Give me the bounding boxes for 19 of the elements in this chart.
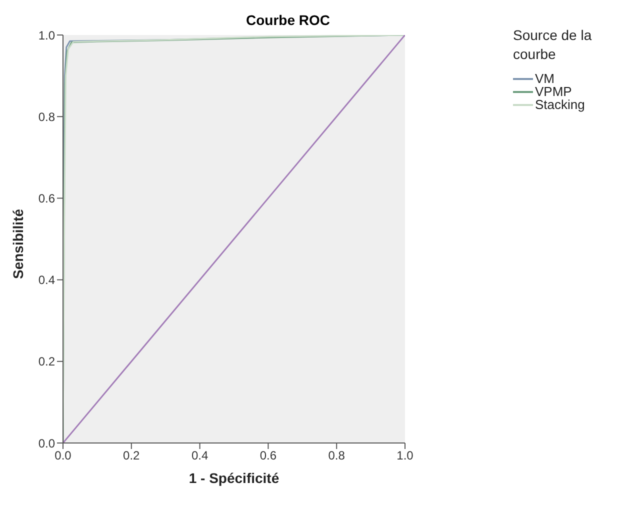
y-tick-label: 0.4 xyxy=(38,273,56,288)
chart-title: Courbe ROC xyxy=(245,12,331,28)
legend-label: VPMP xyxy=(535,84,572,99)
legend-label: Stacking xyxy=(535,97,585,112)
y-tick-label: 1.0 xyxy=(38,28,56,42)
y-tick-label: 0.0 xyxy=(38,436,56,450)
x-tick-label: 1.0 xyxy=(396,448,414,463)
x-tick-label: 0.2 xyxy=(123,448,140,463)
y-tick-label: 0.2 xyxy=(38,354,56,369)
x-tick-label: 0.8 xyxy=(328,448,346,463)
x-tick-label: 0.6 xyxy=(260,448,277,463)
y-tick-label: 0.8 xyxy=(38,110,56,124)
legend-label: VM xyxy=(535,71,554,86)
x-tick-label: 0.0 xyxy=(54,448,72,463)
y-axis-title: Sensibilité xyxy=(10,208,26,279)
y-tick-label: 0.6 xyxy=(38,191,56,206)
x-tick-label: 0.4 xyxy=(191,448,208,463)
legend-title: Source de la courbe xyxy=(513,26,593,64)
x-axis-title: 1 - Spécificité xyxy=(188,470,280,486)
